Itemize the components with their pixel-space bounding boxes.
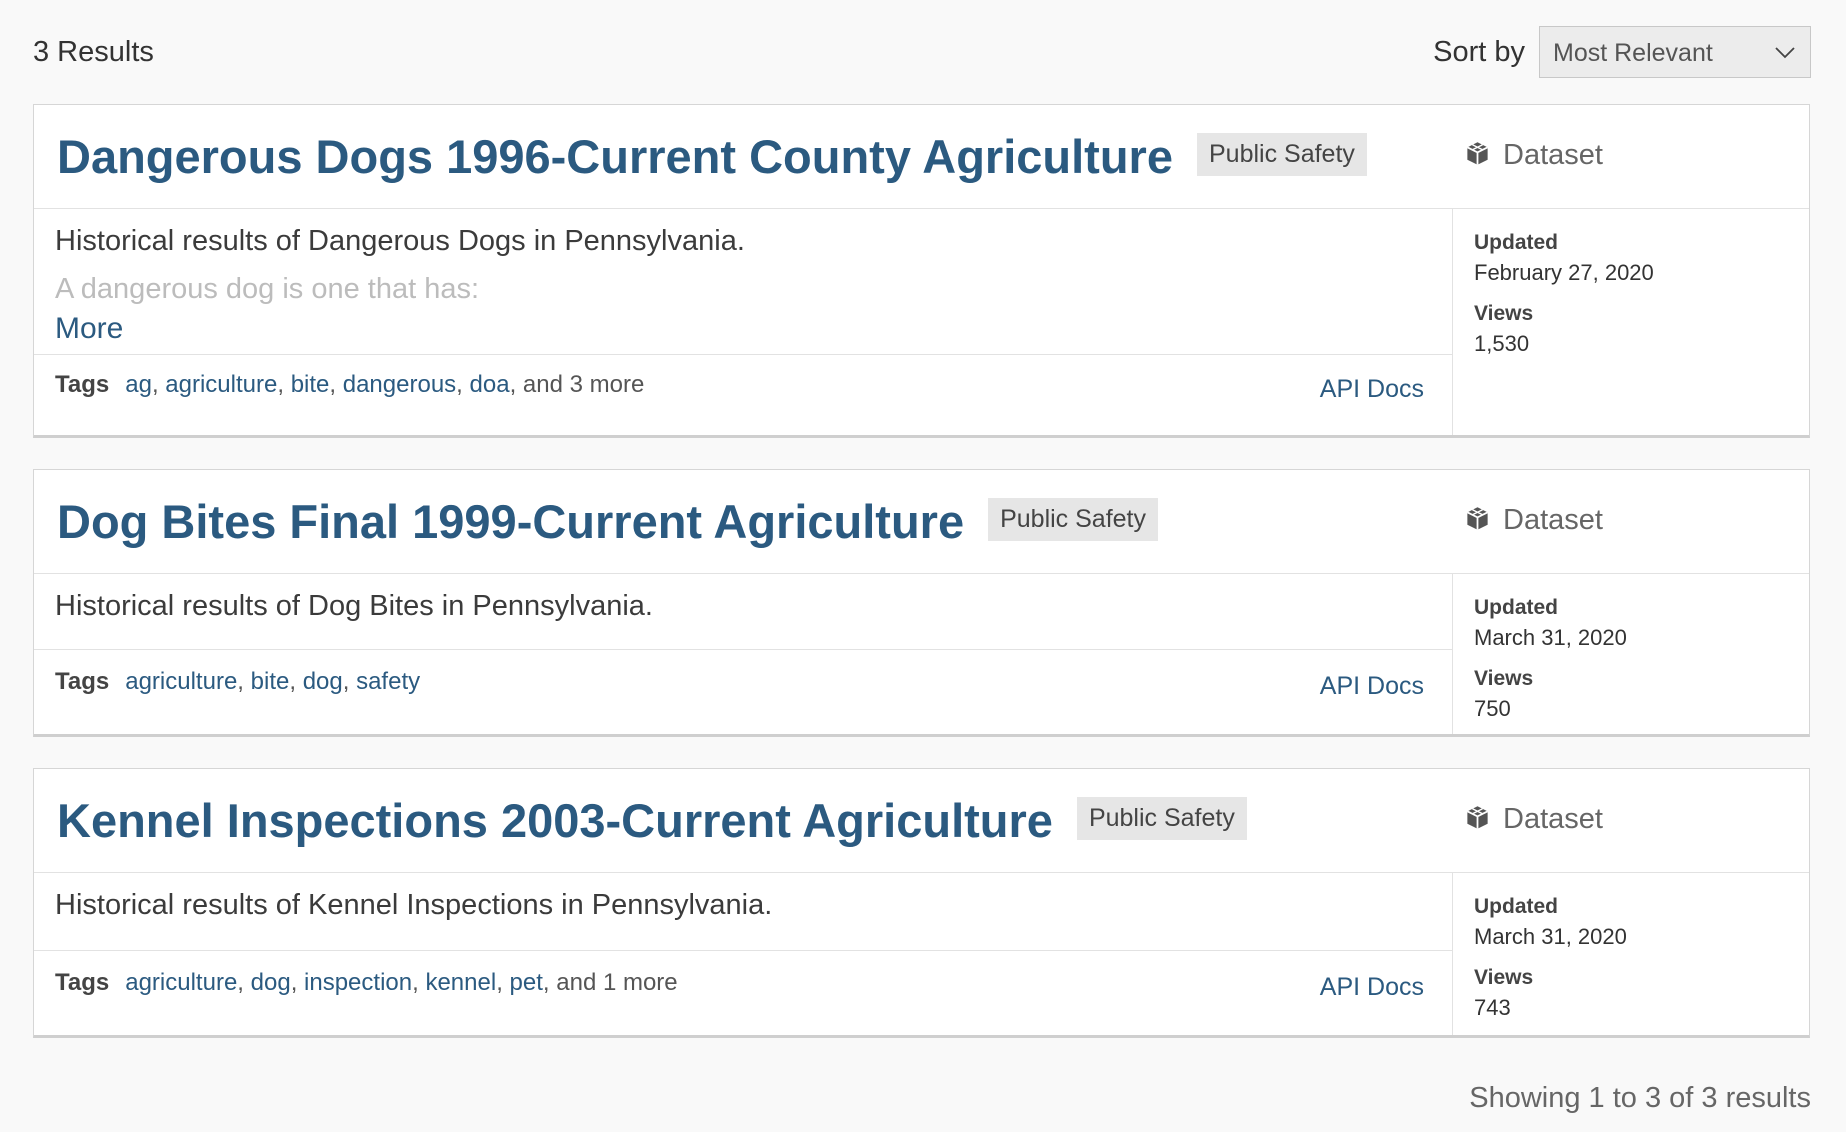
result-title: Kennel Inspections 2003-Current Agricult…	[57, 794, 1053, 847]
tags-list: Tags ag, agriculture, bite, dangerous, do…	[55, 371, 645, 398]
updated-date: March 31, 2020	[1474, 625, 1627, 650]
tag-link[interactable]: dangerous	[342, 371, 457, 398]
tag-link[interactable]: bite	[290, 371, 330, 398]
tags-row: Tags agriculture, dog, inspection, kennel…	[34, 950, 1452, 1035]
tags-label: Tags	[55, 371, 110, 398]
views-count: 743	[1474, 995, 1511, 1020]
tag-link[interactable]: safety	[356, 668, 421, 695]
views-label: Views	[1474, 302, 1534, 325]
updated-label: Updated	[1474, 596, 1558, 619]
tag-link[interactable]: dog	[250, 969, 291, 996]
sort-label: Sort by	[1433, 36, 1525, 68]
sort-dropdown[interactable]: Most Relevant	[1539, 26, 1811, 78]
result-header: Kennel Inspections 2003-Current Agricult…	[34, 769, 1809, 873]
result-header: Dangerous Dogs 1996-Current County Agric…	[34, 105, 1809, 209]
result-type-label: Dataset	[1503, 803, 1603, 835]
more-link[interactable]: More	[55, 312, 124, 345]
result-type: Dataset	[1464, 504, 1603, 537]
tag-link[interactable]: pet	[509, 969, 543, 996]
updated-date: February 27, 2020	[1474, 260, 1654, 285]
result-card: Kennel Inspections 2003-Current Agricult…	[33, 768, 1810, 1038]
cube-icon	[1466, 806, 1489, 829]
tag-link[interactable]: doa	[469, 371, 510, 398]
result-description-truncated: A dangerous dog is one that has:	[55, 273, 480, 305]
result-card: Dog Bites Final 1999-Current Agriculture…	[33, 469, 1810, 737]
api-docs-link[interactable]: API Docs	[1319, 375, 1424, 403]
tags-more: , and 1 more	[542, 969, 678, 996]
result-description: Historical results of Dangerous Dogs in …	[55, 225, 745, 257]
result-type: Dataset	[1464, 803, 1603, 836]
tag-link[interactable]: agriculture	[165, 371, 278, 398]
tags-list: Tags agriculture, dog, inspection, kennel…	[55, 969, 678, 996]
result-type: Dataset	[1464, 139, 1603, 172]
category-badge[interactable]: Public Safety	[1196, 133, 1367, 177]
tag-link[interactable]: agriculture	[125, 969, 238, 996]
result-type-label: Dataset	[1503, 139, 1603, 171]
api-docs-link[interactable]: API Docs	[1319, 672, 1424, 700]
tags-row: Tags ag, agriculture, bite, dangerous, do…	[34, 354, 1452, 435]
results-toolbar: 3 Results Sort by Most Relevant	[33, 26, 1811, 80]
result-body: Historical results of Dog Bites in Penns…	[34, 574, 1453, 734]
result-meta: Updated February 27, 2020 Views 1,530	[1474, 231, 1654, 357]
tag-link[interactable]: bite	[250, 668, 290, 695]
result-title: Dangerous Dogs 1996-Current County Agric…	[57, 130, 1173, 183]
views-label: Views	[1474, 667, 1534, 690]
api-docs-link[interactable]: API Docs	[1319, 973, 1424, 1001]
pagination-summary: Showing 1 to 3 of 3 results	[1469, 1082, 1811, 1114]
updated-date: March 31, 2020	[1474, 924, 1627, 949]
cube-icon	[1466, 142, 1489, 165]
tag-link[interactable]: kennel	[425, 969, 497, 996]
cube-icon	[1466, 507, 1489, 530]
tags-label: Tags	[55, 668, 110, 695]
category-badge[interactable]: Public Safety	[1076, 797, 1247, 841]
tags-row: Tags agriculture, bite, dog, safety API D…	[34, 649, 1452, 734]
views-count: 1,530	[1474, 331, 1530, 356]
result-body: Historical results of Kennel Inspections…	[34, 873, 1453, 1035]
result-title-link[interactable]: Kennel Inspections 2003-Current Agricult…	[57, 793, 1247, 848]
tags-more: , and 3 more	[509, 371, 645, 398]
views-count: 750	[1474, 696, 1511, 721]
result-body: Historical results of Dangerous Dogs in …	[34, 209, 1453, 435]
result-description: Historical results of Dog Bites in Penns…	[55, 590, 653, 622]
result-meta: Updated March 31, 2020 Views 743	[1474, 895, 1627, 1021]
views-label: Views	[1474, 966, 1534, 989]
result-title-link[interactable]: Dangerous Dogs 1996-Current County Agric…	[57, 129, 1367, 184]
result-type-label: Dataset	[1503, 504, 1603, 536]
sort-selected-value: Most Relevant	[1553, 39, 1713, 67]
result-title-link[interactable]: Dog Bites Final 1999-Current Agriculture…	[57, 494, 1159, 549]
result-meta: Updated March 31, 2020 Views 750	[1474, 596, 1627, 722]
tags-list: Tags agriculture, bite, dog, safety	[55, 668, 421, 695]
results-count: 3 Results	[33, 36, 154, 68]
tags-label: Tags	[55, 969, 110, 996]
tag-link[interactable]: agriculture	[125, 668, 238, 695]
chevron-down-icon	[1775, 47, 1795, 59]
updated-label: Updated	[1474, 231, 1558, 254]
tag-link[interactable]: ag	[125, 371, 152, 398]
result-card: Dangerous Dogs 1996-Current County Agric…	[33, 104, 1810, 438]
result-title: Dog Bites Final 1999-Current Agriculture	[57, 495, 965, 548]
result-description: Historical results of Kennel Inspections…	[55, 889, 773, 921]
updated-label: Updated	[1474, 895, 1558, 918]
category-badge[interactable]: Public Safety	[988, 498, 1159, 542]
tag-link[interactable]: inspection	[304, 969, 413, 996]
tag-link[interactable]: dog	[302, 668, 343, 695]
result-header: Dog Bites Final 1999-Current Agriculture…	[34, 470, 1809, 574]
